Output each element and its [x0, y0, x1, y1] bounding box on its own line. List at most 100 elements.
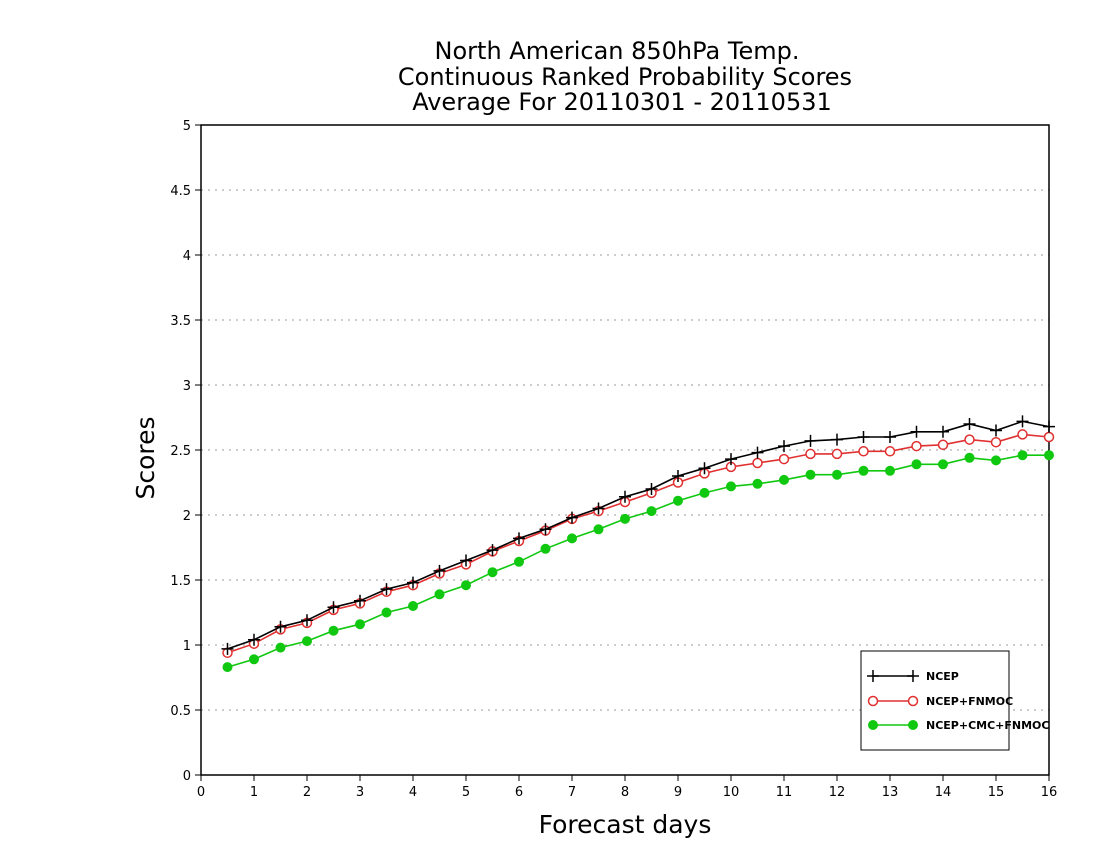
data-point-ncep: [937, 425, 949, 438]
data-point-ncep: [990, 424, 1002, 437]
data-point-ncep: [831, 433, 843, 446]
legend-marker: [907, 670, 919, 682]
data-point-ncep-cmc-fnmoc: [620, 513, 630, 524]
y-tick-label: 2.5: [170, 444, 191, 459]
data-point-ncep: [884, 431, 896, 443]
chart-title-line-1: North American 850hPa Temp.: [435, 37, 800, 65]
legend-marker: [908, 720, 918, 730]
data-point-ncep-cmc-fnmoc: [991, 455, 1001, 466]
data-point-ncep-cmc-fnmoc: [302, 636, 312, 647]
data-point-ncep: [248, 633, 260, 646]
data-point-ncep: [433, 564, 446, 577]
series-line-ncep-cmc-fnmoc: [227, 454, 1049, 668]
data-point-ncep-cmc-fnmoc: [938, 459, 948, 470]
data-point-ncep-cmc-fnmoc: [540, 543, 551, 554]
series-layer: [221, 415, 1055, 673]
chart-title-line-2: Continuous Ranked Probability Scores: [398, 63, 852, 91]
axis-ticks: 00.511.522.533.544.550 1 2 3 4 5 6 7 8 9 10 11 12 13 1…: [170, 119, 1057, 800]
data-point-ncep-fnmoc: [937, 439, 949, 451]
data-point-ncep-cmc-fnmoc: [461, 580, 471, 591]
data-point-ncep: [804, 434, 817, 447]
data-point-ncep-cmc-fnmoc: [885, 465, 895, 476]
data-point-ncep: [460, 554, 472, 567]
legend-items: NCEP NCEP+FNMOC NCEP+CMC+FNMOC: [867, 670, 1049, 732]
legend-item-ncep: NCEP: [867, 670, 959, 683]
data-point-ncep-cmc-fnmoc: [275, 642, 286, 653]
data-point-ncep: [354, 594, 366, 607]
legend: NCEP NCEP+FNMOC NCEP+CMC+FNMOC: [860, 650, 1049, 751]
y-tick-label: 5: [183, 119, 191, 134]
data-point-ncep: [407, 576, 419, 589]
x-tick-label: 10: [723, 785, 740, 800]
x-tick-label: 8: [621, 785, 629, 800]
x-tick-label: 1: [250, 785, 258, 800]
data-point-ncep: [645, 483, 658, 495]
x-tick-label: 5: [462, 785, 470, 800]
data-point-ncep-cmc-fnmoc: [222, 662, 233, 673]
x-tick-label: 9: [674, 785, 682, 800]
x-axis-title: Forecast days: [539, 810, 712, 839]
data-point-ncep-fnmoc: [964, 434, 975, 445]
data-point-ncep-cmc-fnmoc: [964, 452, 975, 463]
legend-marker: [867, 695, 879, 707]
data-point-ncep-fnmoc: [1017, 429, 1028, 440]
chart-title: North American 850hPa Temp. Continuous R…: [398, 37, 852, 116]
data-point-ncep-cmc-fnmoc: [567, 533, 577, 544]
y-tick-label: 2: [183, 509, 191, 524]
data-point-ncep-cmc-fnmoc: [328, 625, 339, 636]
data-point-ncep: [698, 462, 711, 475]
y-axis-title: Scores: [131, 416, 160, 499]
data-point-ncep-cmc-fnmoc: [514, 556, 524, 567]
legend-label: NCEP+FNMOC: [926, 695, 1013, 708]
legend-label: NCEP+CMC+FNMOC: [926, 719, 1049, 732]
y-tick-label: 3: [183, 379, 191, 394]
data-point-ncep-cmc-fnmoc: [408, 601, 418, 611]
data-point-ncep-cmc-fnmoc: [911, 459, 922, 470]
chart-title-line-3: Average For 20110301 - 20110531: [412, 88, 832, 116]
series-line-ncep-fnmoc: [227, 433, 1050, 654]
data-point-ncep: [592, 502, 605, 515]
legend-marker: [867, 670, 879, 682]
data-point-ncep-cmc-fnmoc: [805, 469, 816, 480]
data-point-ncep: [221, 642, 234, 655]
data-point-ncep-cmc-fnmoc: [1017, 450, 1028, 461]
data-point-ncep-cmc-fnmoc: [726, 481, 736, 492]
data-point-ncep: [1043, 420, 1055, 433]
data-point-ncep: [1016, 415, 1029, 428]
data-point-ncep-fnmoc: [805, 448, 816, 460]
y-tick-label: 0: [183, 769, 191, 784]
data-point-ncep-cmc-fnmoc: [699, 487, 710, 498]
data-point-ncep-cmc-fnmoc: [646, 506, 657, 517]
data-point-ncep-cmc-fnmoc: [434, 589, 445, 600]
x-tick-label: 6: [515, 785, 523, 800]
legend-item-ncep-cmc-fnmoc: NCEP+CMC+FNMOC: [868, 719, 1049, 732]
data-point-ncep: [910, 425, 923, 438]
x-tick-label: 7: [568, 785, 576, 800]
data-point-ncep: [380, 583, 393, 596]
data-point-ncep-cmc-fnmoc: [752, 478, 763, 489]
x-tick-label: 4: [409, 785, 417, 800]
data-point-ncep-cmc-fnmoc: [249, 654, 259, 665]
data-point-ncep: [619, 490, 631, 503]
data-point-ncep: [672, 470, 684, 482]
data-point-ncep-fnmoc: [778, 453, 790, 465]
data-point-ncep-cmc-fnmoc: [673, 495, 683, 506]
data-point-ncep-fnmoc: [831, 448, 843, 460]
data-point-ncep: [513, 532, 525, 545]
data-point-ncep-fnmoc: [752, 457, 763, 469]
data-point-ncep-fnmoc: [884, 446, 896, 457]
data-point-ncep: [539, 523, 552, 536]
data-point-ncep: [274, 620, 287, 633]
data-point-ncep-fnmoc: [911, 440, 922, 452]
legend-marker: [868, 720, 878, 730]
data-point-ncep-cmc-fnmoc: [381, 607, 392, 618]
data-point-ncep-fnmoc: [990, 436, 1002, 448]
y-tick-label: 4.5: [170, 184, 191, 199]
data-point-ncep-cmc-fnmoc: [487, 567, 498, 578]
data-point-ncep: [725, 453, 737, 466]
data-point-ncep-cmc-fnmoc: [355, 619, 365, 630]
legend-item-ncep-fnmoc: NCEP+FNMOC: [867, 695, 1013, 708]
x-tick-label: 15: [988, 785, 1005, 800]
x-tick-label: 11: [776, 785, 793, 800]
